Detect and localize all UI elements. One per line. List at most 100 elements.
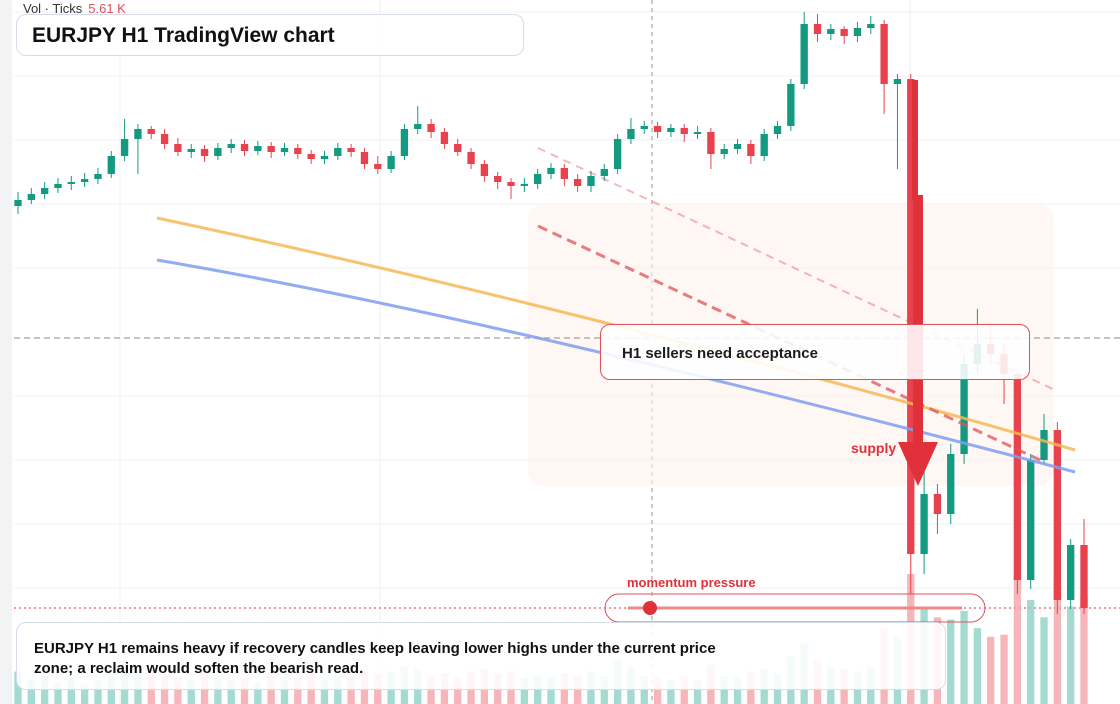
candle-body (400, 129, 409, 156)
volume-bar (547, 678, 555, 704)
candle-body (600, 169, 608, 176)
volume-bar (174, 678, 182, 704)
volume-bar (454, 678, 462, 704)
candle-body (494, 176, 502, 182)
candle-body (920, 494, 928, 554)
zone-label: supply (851, 440, 897, 456)
volume-bar (1000, 634, 1008, 704)
candle-body (827, 29, 835, 34)
down-arrow (898, 80, 938, 486)
volume-bar (1027, 600, 1035, 704)
volume-bar (80, 684, 89, 704)
candle-body (307, 154, 315, 159)
volume-bar (520, 678, 529, 704)
candle-body (893, 79, 902, 84)
candle-body (787, 84, 795, 126)
candle-body (480, 164, 489, 176)
candle-body (200, 149, 209, 156)
candle-body (334, 148, 342, 156)
candle-body (1040, 430, 1048, 460)
candle-body (560, 168, 568, 179)
candle-body (1067, 545, 1075, 600)
candle-body (547, 168, 555, 174)
candle-body (467, 152, 475, 164)
candle-body (440, 132, 449, 144)
candle-body (427, 124, 435, 132)
volume-bar (987, 636, 995, 704)
candle-body (747, 144, 755, 156)
candle-body (653, 126, 662, 132)
candle-body (27, 194, 35, 200)
candle-body (1053, 430, 1062, 600)
candle-body (573, 179, 582, 186)
candle-body (414, 124, 422, 129)
note: EURJPY H1 remains heavy if recovery cand… (16, 622, 946, 690)
volume-bar (67, 678, 75, 704)
volume-bar (693, 680, 702, 704)
candle-body (867, 24, 875, 28)
candle-body (760, 134, 768, 156)
volume-bar (280, 680, 289, 704)
slider-label: momentum pressure (627, 575, 756, 590)
candle-body (387, 156, 395, 169)
candle-body (1027, 460, 1035, 580)
volume-bar (320, 680, 329, 704)
volume-bar (667, 680, 675, 704)
candle-body (907, 79, 915, 554)
candle-body (347, 148, 355, 152)
candle-body (94, 174, 102, 179)
candle-body (360, 152, 369, 164)
volume-bar (1040, 617, 1048, 704)
volume-bar (960, 610, 968, 704)
slider[interactable] (604, 593, 986, 623)
candle-body (507, 182, 515, 186)
volume-bar (653, 678, 662, 704)
volume-bar (1067, 606, 1075, 704)
volume-bar (733, 678, 742, 704)
volume-bar (947, 619, 955, 704)
note-text: EURJPY H1 remains heavy if recovery cand… (34, 640, 716, 677)
volume-bar (1080, 595, 1088, 704)
candle-body (773, 126, 782, 134)
volume-label: Vol · Ticks (23, 1, 83, 16)
candle-body (880, 24, 888, 84)
candle-body (947, 454, 955, 514)
candle-body (1080, 545, 1088, 608)
candle-body (54, 184, 62, 188)
candle-body (40, 188, 49, 194)
candle-body (960, 364, 968, 454)
volume-bar (14, 671, 22, 704)
volume-bar (347, 678, 355, 704)
candle-body (67, 182, 75, 184)
candle-body (587, 176, 595, 186)
candle-body (520, 184, 529, 186)
volume-bar (294, 678, 302, 704)
candle-body (813, 24, 822, 34)
candle-body (294, 148, 302, 154)
candle-body (374, 164, 382, 169)
candle-body (120, 139, 129, 156)
candle-body (134, 129, 142, 139)
candles (14, 12, 1088, 614)
volume-bar (973, 628, 982, 704)
candle-body (667, 128, 675, 132)
candle-body (707, 132, 715, 154)
candle-body (187, 149, 195, 152)
candle-body (853, 28, 862, 36)
volume-bar (54, 682, 62, 704)
candle-body (147, 129, 155, 134)
volume-bar (254, 682, 262, 704)
volume-bar (27, 680, 35, 704)
candle-body (800, 24, 808, 84)
candle-body (14, 200, 22, 206)
volume-value: 5.61 K (88, 1, 126, 16)
candle-body (107, 156, 115, 174)
callout: H1 sellers need acceptance (600, 324, 1030, 380)
candle-body (693, 132, 702, 134)
candle-body (174, 144, 182, 152)
candle-body (160, 134, 169, 144)
candle-body (227, 144, 235, 148)
candle-body (280, 148, 289, 152)
candle-body (80, 179, 89, 182)
